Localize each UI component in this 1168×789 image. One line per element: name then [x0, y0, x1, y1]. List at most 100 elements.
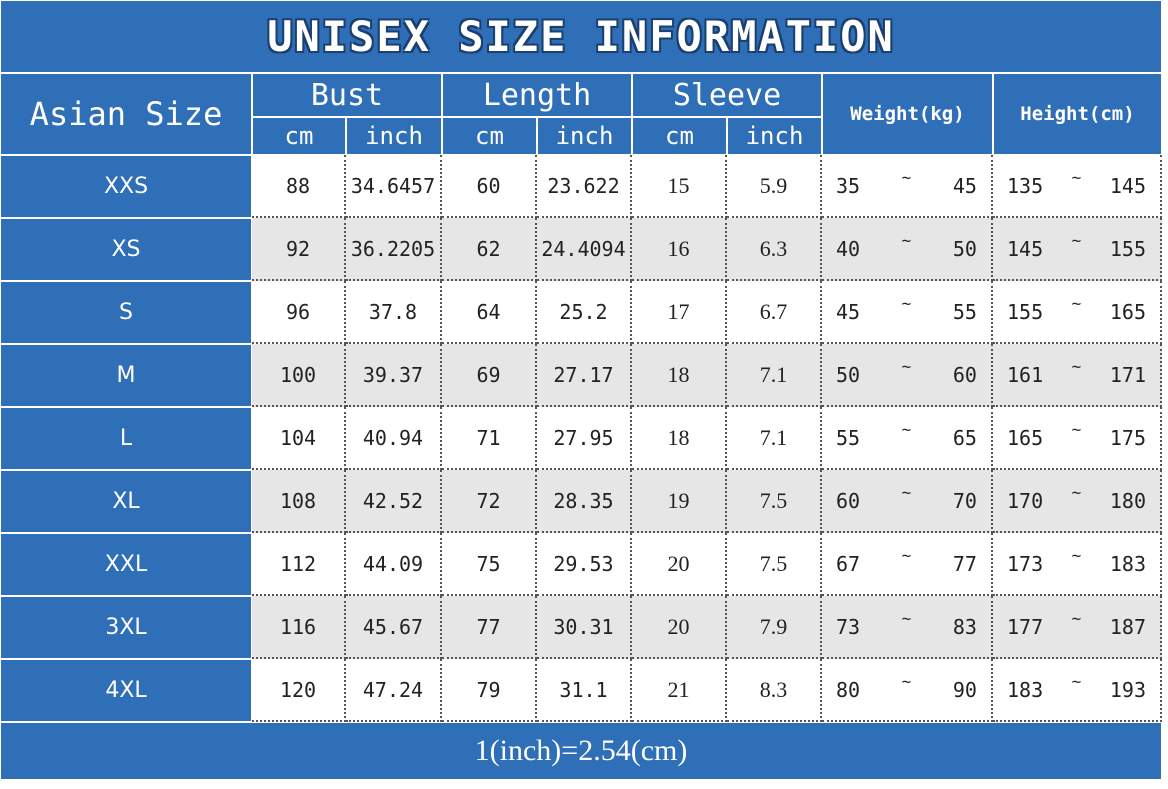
range-min: 50	[836, 362, 861, 387]
header-sleeve: Sleeve	[632, 73, 822, 117]
cell-value: 42.52	[346, 470, 442, 533]
range-cell: 173 ~183	[993, 533, 1162, 596]
range-min: 145	[1007, 236, 1044, 261]
cell-value: 21	[632, 659, 727, 722]
range-cell: 183 ~193	[993, 659, 1162, 722]
size-label: 4XL	[0, 659, 252, 722]
range-min: 35	[836, 173, 861, 198]
range-max: 55	[952, 299, 977, 324]
range-cell: 60 ~70	[822, 470, 993, 533]
range-cell: 40 ~50	[822, 218, 993, 281]
size-label: XXL	[0, 533, 252, 596]
cell-value: 44.09	[346, 533, 442, 596]
size-label: M	[0, 344, 252, 407]
range-separator: ~	[1071, 483, 1082, 502]
range-max: 165	[1109, 299, 1146, 324]
cell-value: 64	[442, 281, 537, 344]
range-separator: ~	[901, 357, 912, 376]
cell-value: 27.95	[537, 407, 632, 470]
range-separator: ~	[901, 546, 912, 565]
size-label: S	[0, 281, 252, 344]
range-cell: 55 ~65	[822, 407, 993, 470]
range-separator: ~	[1071, 231, 1082, 250]
size-label: XS	[0, 218, 252, 281]
cell-value: 23.622	[537, 155, 632, 218]
cell-value: 25.2	[537, 281, 632, 344]
header-inch: inch	[727, 117, 822, 155]
range-cell: 73 ~83	[822, 596, 993, 659]
header-weight: Weight(kg)	[822, 73, 993, 155]
range-min: 173	[1007, 551, 1044, 576]
range-min: 60	[836, 488, 861, 513]
cell-value: 116	[252, 596, 346, 659]
range-min: 155	[1007, 299, 1044, 324]
range-max: 70	[952, 488, 977, 513]
cell-value: 28.35	[537, 470, 632, 533]
cell-value: 45.67	[346, 596, 442, 659]
range-max: 77	[952, 551, 977, 576]
cell-value: 37.8	[346, 281, 442, 344]
cell-value: 79	[442, 659, 537, 722]
cell-value: 15	[632, 155, 727, 218]
range-max: 65	[952, 425, 977, 450]
range-cell: 50 ~60	[822, 344, 993, 407]
range-min: 177	[1007, 614, 1044, 639]
range-separator: ~	[1071, 294, 1082, 313]
range-separator: ~	[1071, 357, 1082, 376]
range-separator: ~	[901, 294, 912, 313]
cell-value: 120	[252, 659, 346, 722]
cell-value: 6.3	[727, 218, 822, 281]
range-cell: 135 ~145	[993, 155, 1162, 218]
cell-value: 88	[252, 155, 346, 218]
header-inch: inch	[537, 117, 632, 155]
cell-value: 7.9	[727, 596, 822, 659]
cell-value: 18	[632, 407, 727, 470]
cell-value: 34.6457	[346, 155, 442, 218]
range-max: 145	[1109, 173, 1146, 198]
range-cell: 35 ~45	[822, 155, 993, 218]
range-cell: 80 ~90	[822, 659, 993, 722]
header-inch: inch	[346, 117, 442, 155]
range-separator: ~	[1071, 672, 1082, 691]
range-max: 45	[952, 173, 977, 198]
cell-value: 27.17	[537, 344, 632, 407]
range-min: 161	[1007, 362, 1044, 387]
cell-value: 8.3	[727, 659, 822, 722]
cell-value: 7.5	[727, 533, 822, 596]
header-cm: cm	[632, 117, 727, 155]
range-cell: 145 ~155	[993, 218, 1162, 281]
size-label: L	[0, 407, 252, 470]
cell-value: 40.94	[346, 407, 442, 470]
range-separator: ~	[1071, 168, 1082, 187]
range-cell: 177 ~187	[993, 596, 1162, 659]
size-label: XL	[0, 470, 252, 533]
range-max: 175	[1109, 425, 1146, 450]
footer: 1(inch)=2.54(cm)	[0, 722, 1162, 780]
range-min: 165	[1007, 425, 1044, 450]
cell-value: 60	[442, 155, 537, 218]
range-min: 45	[836, 299, 861, 324]
header-cm: cm	[252, 117, 346, 155]
range-separator: ~	[901, 168, 912, 187]
cell-value: 62	[442, 218, 537, 281]
cell-value: 6.7	[727, 281, 822, 344]
cell-value: 20	[632, 533, 727, 596]
range-min: 80	[836, 677, 861, 702]
range-separator: ~	[1071, 546, 1082, 565]
cell-value: 16	[632, 218, 727, 281]
range-min: 55	[836, 425, 861, 450]
range-separator: ~	[901, 609, 912, 628]
range-cell: 45 ~55	[822, 281, 993, 344]
range-min: 40	[836, 236, 861, 261]
range-cell: 165 ~175	[993, 407, 1162, 470]
range-separator: ~	[1071, 609, 1082, 628]
header-height: Height(cm)	[993, 73, 1162, 155]
cell-value: 112	[252, 533, 346, 596]
range-cell: 161 ~171	[993, 344, 1162, 407]
size-label: XXS	[0, 155, 252, 218]
cell-value: 77	[442, 596, 537, 659]
range-max: 155	[1109, 236, 1146, 261]
cell-value: 17	[632, 281, 727, 344]
header-bust: Bust	[252, 73, 442, 117]
